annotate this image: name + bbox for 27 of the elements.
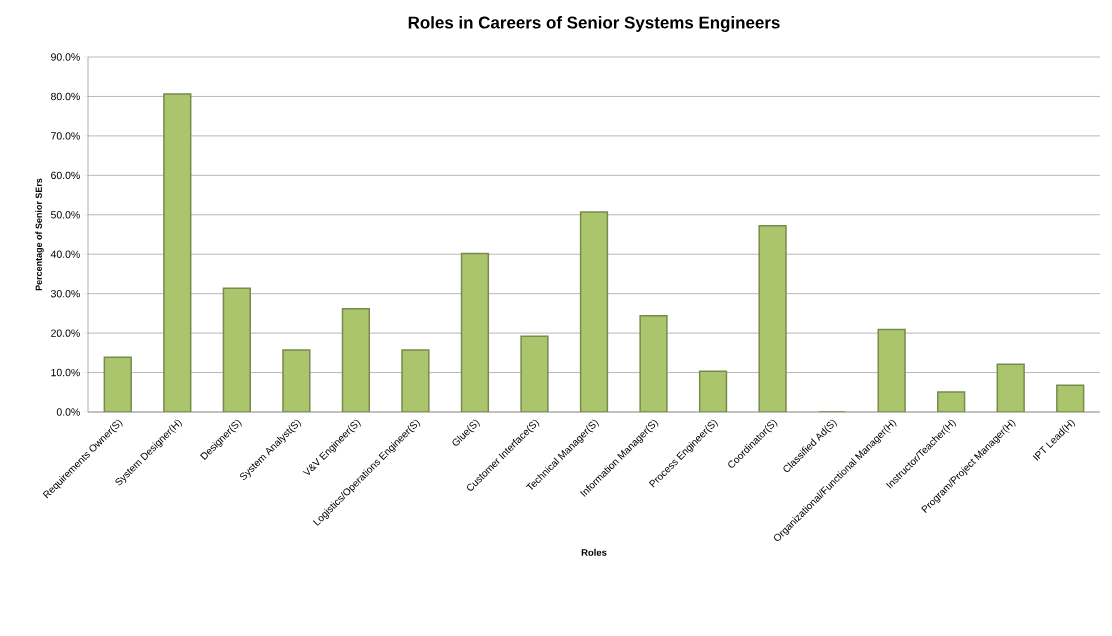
bar <box>996 363 1025 412</box>
y-tick-label: 90.0% <box>51 53 80 61</box>
y-tick-label: 0.0% <box>56 408 80 416</box>
bar <box>163 93 192 412</box>
bar <box>282 349 311 412</box>
y-axis-title: Percentage of Senior SErs <box>35 178 44 291</box>
y-tick-label: 50.0% <box>50 211 80 219</box>
y-tick-label: 20.0% <box>51 329 80 337</box>
bar <box>877 328 906 412</box>
bar <box>103 356 132 412</box>
y-tick-label: 60.0% <box>51 171 80 180</box>
y-tick-label: 40.0% <box>50 250 80 258</box>
y-tick-label: 80.0% <box>51 92 80 101</box>
x-axis-title: Roles <box>581 548 607 556</box>
bar <box>460 252 490 412</box>
bar <box>639 315 668 412</box>
bar <box>341 307 371 412</box>
y-tick-label: 30.0% <box>50 289 80 298</box>
bar <box>401 349 430 412</box>
y-tick-label: 10.0% <box>51 368 80 377</box>
bar <box>520 335 549 412</box>
bar <box>758 225 787 412</box>
y-tick-label: 70.0% <box>51 132 80 140</box>
bar <box>222 287 251 412</box>
bar <box>698 370 728 412</box>
bar <box>579 211 609 412</box>
chart-title: Roles in Careers of Senior Systems Engineers <box>408 16 780 32</box>
